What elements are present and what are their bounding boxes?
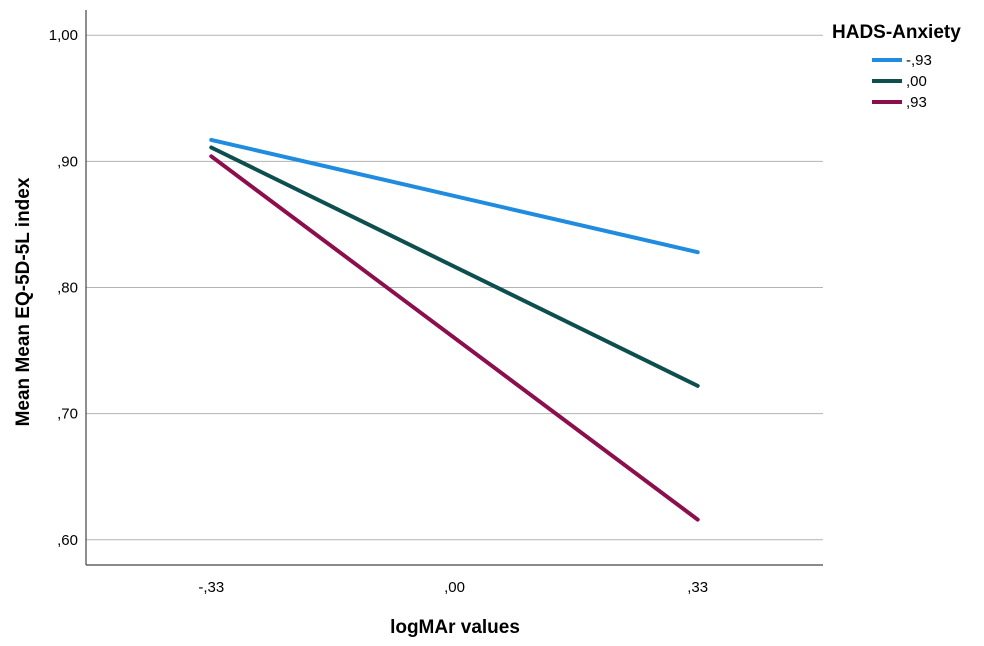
y-tick-label: ,60 — [57, 532, 78, 549]
legend: HADS-Anxiety -,93 ,00 ,93 — [832, 22, 961, 111]
series-lines — [209, 137, 700, 522]
legend-label: -,93 — [906, 52, 932, 69]
series-line-0 — [209, 137, 700, 255]
series-line-2 — [209, 154, 700, 522]
grid-lines — [86, 34, 823, 541]
axes — [85, 10, 823, 566]
x-tick-label: ,33 — [687, 579, 708, 596]
x-tick-label: -,33 — [198, 579, 224, 596]
series-line-1 — [209, 145, 700, 388]
legend-label: ,93 — [906, 94, 927, 111]
x-axis-title: logMAr values — [390, 617, 520, 638]
legend-title: HADS-Anxiety — [832, 22, 961, 43]
legend-label: ,00 — [906, 73, 927, 90]
y-tick-label: ,90 — [57, 153, 78, 170]
y-tick-label: 1,00 — [49, 27, 78, 44]
y-tick-label: ,80 — [57, 280, 78, 297]
y-tick-label: ,70 — [57, 406, 78, 423]
y-axis-title: Mean Mean EQ-5D-5L index — [13, 177, 34, 426]
y-tick-labels: ,60 ,70 ,80 ,90 1,00 — [49, 27, 78, 549]
x-tick-label: ,00 — [444, 579, 465, 596]
x-tick-labels: -,33 ,00 ,33 — [198, 579, 708, 596]
